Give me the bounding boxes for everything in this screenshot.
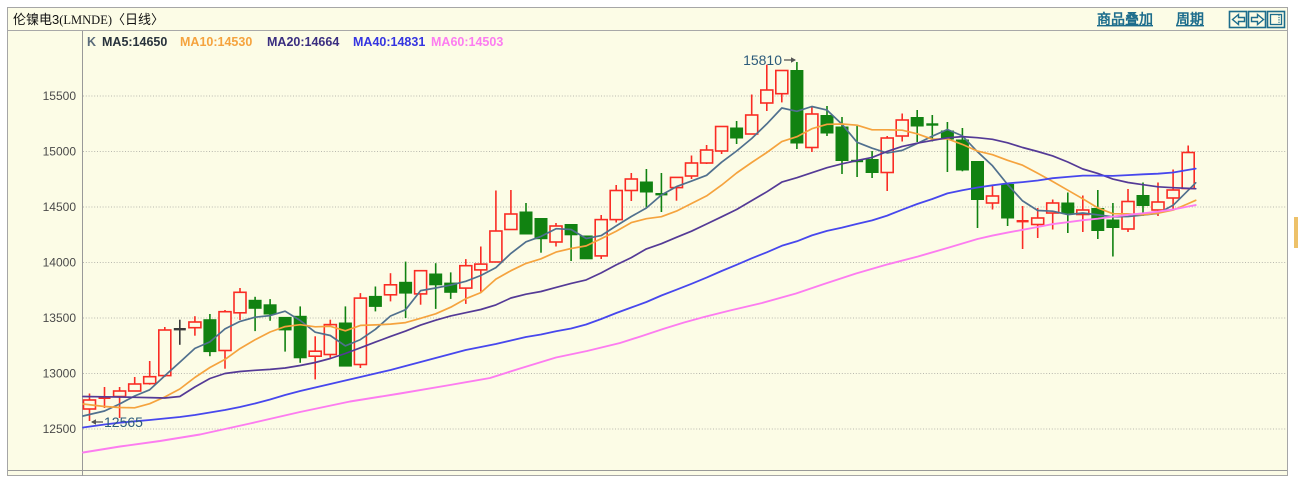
- svg-text:14500: 14500: [43, 200, 77, 214]
- svg-text:MA20:14664: MA20:14664: [267, 35, 339, 49]
- svg-text:15810: 15810: [743, 52, 782, 68]
- svg-text:14000: 14000: [43, 256, 77, 270]
- svg-text:商品叠加: 商品叠加: [1097, 11, 1153, 27]
- svg-text:13500: 13500: [43, 311, 77, 325]
- svg-text:15500: 15500: [43, 89, 77, 103]
- svg-text:MA40:14831: MA40:14831: [353, 35, 425, 49]
- svg-text:伦镍电3(LMNDE)〈日线〉: 伦镍电3(LMNDE)〈日线〉: [13, 12, 164, 27]
- svg-text:12565: 12565: [104, 414, 143, 430]
- svg-text:MA10:14530: MA10:14530: [180, 35, 252, 49]
- svg-text:13000: 13000: [43, 367, 77, 381]
- svg-text:周期: 周期: [1176, 11, 1204, 27]
- svg-text:15000: 15000: [43, 145, 77, 159]
- svg-text:MA5:14650: MA5:14650: [102, 35, 167, 49]
- svg-text:MA60:14503: MA60:14503: [431, 35, 503, 49]
- svg-text:K: K: [87, 35, 96, 49]
- svg-text:12500: 12500: [43, 422, 77, 436]
